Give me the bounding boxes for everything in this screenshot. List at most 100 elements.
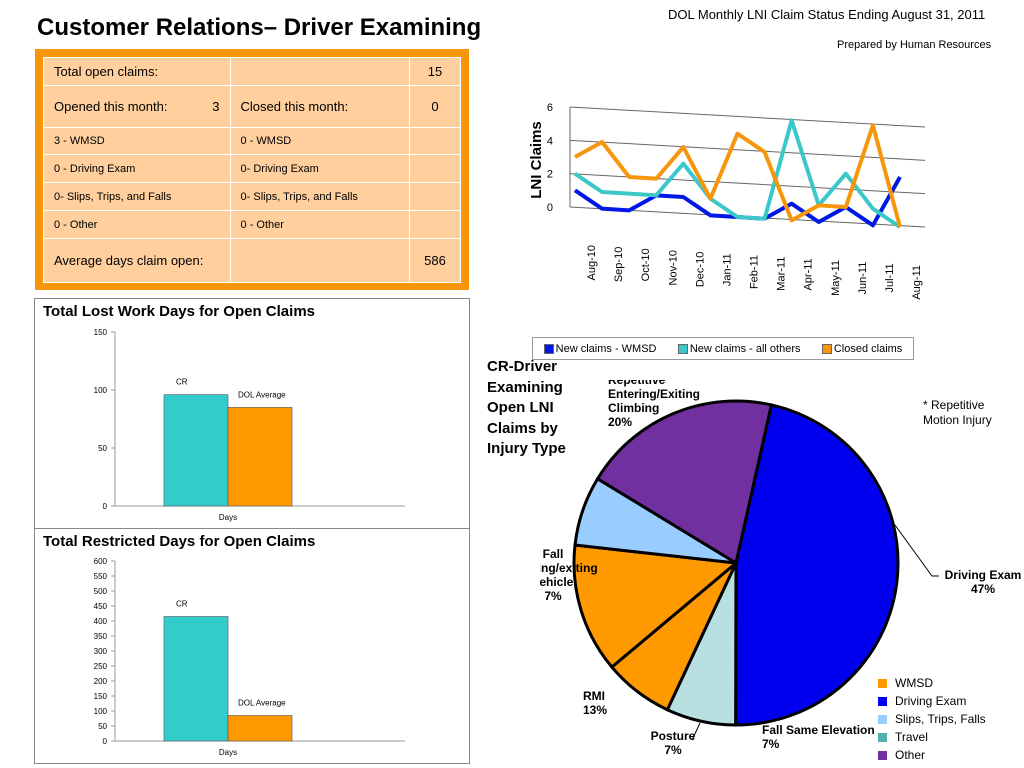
leader-line xyxy=(894,524,939,577)
leader-line xyxy=(691,722,701,741)
series-line xyxy=(574,123,902,228)
bar-label: DOL Average xyxy=(238,699,286,708)
x-tick-label: Days xyxy=(219,748,237,757)
pie-legend-item: Travel xyxy=(878,728,986,746)
injury-type-pie-chart: Driving Exam 47% Fall Same Elevation 7% Post… xyxy=(540,380,1021,757)
x-tick-label: Nov-10 xyxy=(667,250,679,285)
x-tick-label: Jul-11 xyxy=(884,263,896,292)
legend-swatch xyxy=(878,678,887,688)
x-tick-label: Apr-11 xyxy=(803,258,815,290)
pie-chart-title: CR-Driver Examining Open LNI Claims by I… xyxy=(487,358,566,457)
y-tick-label: 450 xyxy=(94,602,108,611)
legend-label: New claims - all others xyxy=(689,342,801,355)
y-tick-label: 600 xyxy=(94,557,108,566)
y-tick-label: 2 xyxy=(547,169,553,181)
lost-work-days-panel: Total Lost Work Days for Open Claims 0 50… xyxy=(34,298,470,529)
y-tick-label: 150 xyxy=(94,328,108,337)
legend-swatch xyxy=(543,343,554,354)
bar xyxy=(163,616,229,742)
x-tick-label: Sep-10 xyxy=(613,247,625,282)
opened-label: Opened this month: xyxy=(54,99,168,114)
x-tick-label: Jan-11 xyxy=(721,253,733,286)
legend-label: Other xyxy=(895,748,926,762)
legend-label: Slips, Trips, Falls xyxy=(895,712,986,726)
lost-days-chart-title: Total Lost Work Days for Open Claims xyxy=(43,303,315,320)
y-tick-label: 0 xyxy=(103,737,108,746)
y-tick-label: 550 xyxy=(94,572,108,581)
bar-label: DOL Average xyxy=(238,390,286,399)
legend-label: Closed claims xyxy=(833,342,903,355)
closed-type-row: 0- Driving Exam xyxy=(229,154,411,183)
closed-label: Closed this month: xyxy=(229,85,411,128)
pie-slice-label: Repetitive Entering/Exiting Climbing 20% xyxy=(608,380,700,429)
closed-type-row: 0 - WMSD xyxy=(229,127,411,155)
pie-slice-label: RMI 13% xyxy=(583,689,607,717)
closed-value: 0 xyxy=(409,85,461,128)
closed-type-row: 0 - Other xyxy=(229,210,411,239)
open-type-row: 0 - Driving Exam xyxy=(43,154,231,183)
bar xyxy=(227,407,293,507)
open-type-row: 0- Slips, Trips, and Falls xyxy=(43,182,231,211)
pie-slice-label: Fallentering/exitingvehicle7% xyxy=(540,547,598,603)
x-tick-label: Dec-10 xyxy=(694,252,706,287)
legend-label: Travel xyxy=(895,730,928,744)
x-tick-label: Aug-10 xyxy=(586,245,598,280)
pie-slice xyxy=(572,543,740,670)
prepared-by: Prepared by Human Resources xyxy=(837,39,992,51)
legend-label: New claims - WMSD xyxy=(555,342,657,355)
pie-slice xyxy=(595,399,774,566)
x-tick-label: Aug-11 xyxy=(911,265,923,300)
y-tick-label: 500 xyxy=(94,587,108,596)
legend-swatch xyxy=(878,750,887,760)
y-tick-label: 350 xyxy=(94,632,108,641)
pie-slice-label: Fall Same Elevation 7% xyxy=(762,723,875,751)
pie-legend: WMSD Driving Exam Slips, Trips, Falls Trave… xyxy=(878,674,986,764)
gridline xyxy=(569,173,926,195)
y-tick-label: 100 xyxy=(94,386,108,395)
gridline xyxy=(569,139,926,161)
open-type-row: 0 - Other xyxy=(43,210,231,239)
legend-swatch xyxy=(878,714,887,724)
y-tick-label: 250 xyxy=(94,662,108,671)
report-title: DOL Monthly LNI Claim Status Ending Augu… xyxy=(668,7,986,22)
y-tick-label: 200 xyxy=(94,677,108,686)
x-tick-label: Days xyxy=(219,513,237,522)
gridline xyxy=(569,106,926,128)
total-open-label: Total open claims: xyxy=(43,57,231,86)
y-tick-label: 300 xyxy=(94,647,108,656)
pie-legend-item: Driving Exam xyxy=(878,692,986,710)
open-type-row: 3 - WMSD xyxy=(43,127,231,155)
bar xyxy=(227,715,293,742)
x-tick-label: Feb-11 xyxy=(749,255,761,289)
legend-swatch xyxy=(677,343,688,354)
legend-item: New claims - all others xyxy=(677,342,801,355)
y-tick-label: 50 xyxy=(98,444,107,453)
y-tick-label: 0 xyxy=(547,202,553,214)
pie-slice-label: Posture 7% xyxy=(651,729,696,757)
avg-days-value: 586 xyxy=(409,238,461,283)
y-tick-label: 150 xyxy=(94,692,108,701)
x-tick-label: May-11 xyxy=(830,260,842,296)
legend-swatch xyxy=(878,696,887,706)
series-line xyxy=(573,118,902,229)
bar xyxy=(163,394,229,507)
avg-days-label: Average days claim open: xyxy=(43,238,231,283)
bar-label: CR xyxy=(176,378,188,387)
pie-footnote: * Repetitive Motion Injury xyxy=(923,398,992,427)
x-tick-label: Jun-11 xyxy=(857,262,869,295)
closed-type-row: 0- Slips, Trips, and Falls xyxy=(229,182,411,211)
restricted-days-bar-chart: 0 50 100 150 200 250 300 350 400 450 500 550 600 CR DO… xyxy=(94,557,405,757)
restricted-days-chart-title: Total Restricted Days for Open Claims xyxy=(43,533,316,550)
y-tick-label: 0 xyxy=(103,502,108,511)
lost-work-days-bar-chart: 0 50 100 150 CR DOL Average Days xyxy=(94,328,405,522)
page-title: Customer Relations– Driver Examining xyxy=(37,14,482,41)
legend-item: New claims - WMSD xyxy=(543,342,657,355)
x-tick-label: Mar-11 xyxy=(776,257,788,291)
claims-summary-table: Total open claims: 15 Opened this month:… xyxy=(43,57,461,283)
line-chart-legend: New claims - WMSD New claims - all others… xyxy=(532,337,914,360)
total-open-value: 15 xyxy=(409,57,461,86)
y-tick-label: 4 xyxy=(547,135,553,147)
legend-label: Driving Exam xyxy=(895,694,967,708)
legend-swatch xyxy=(821,343,832,354)
